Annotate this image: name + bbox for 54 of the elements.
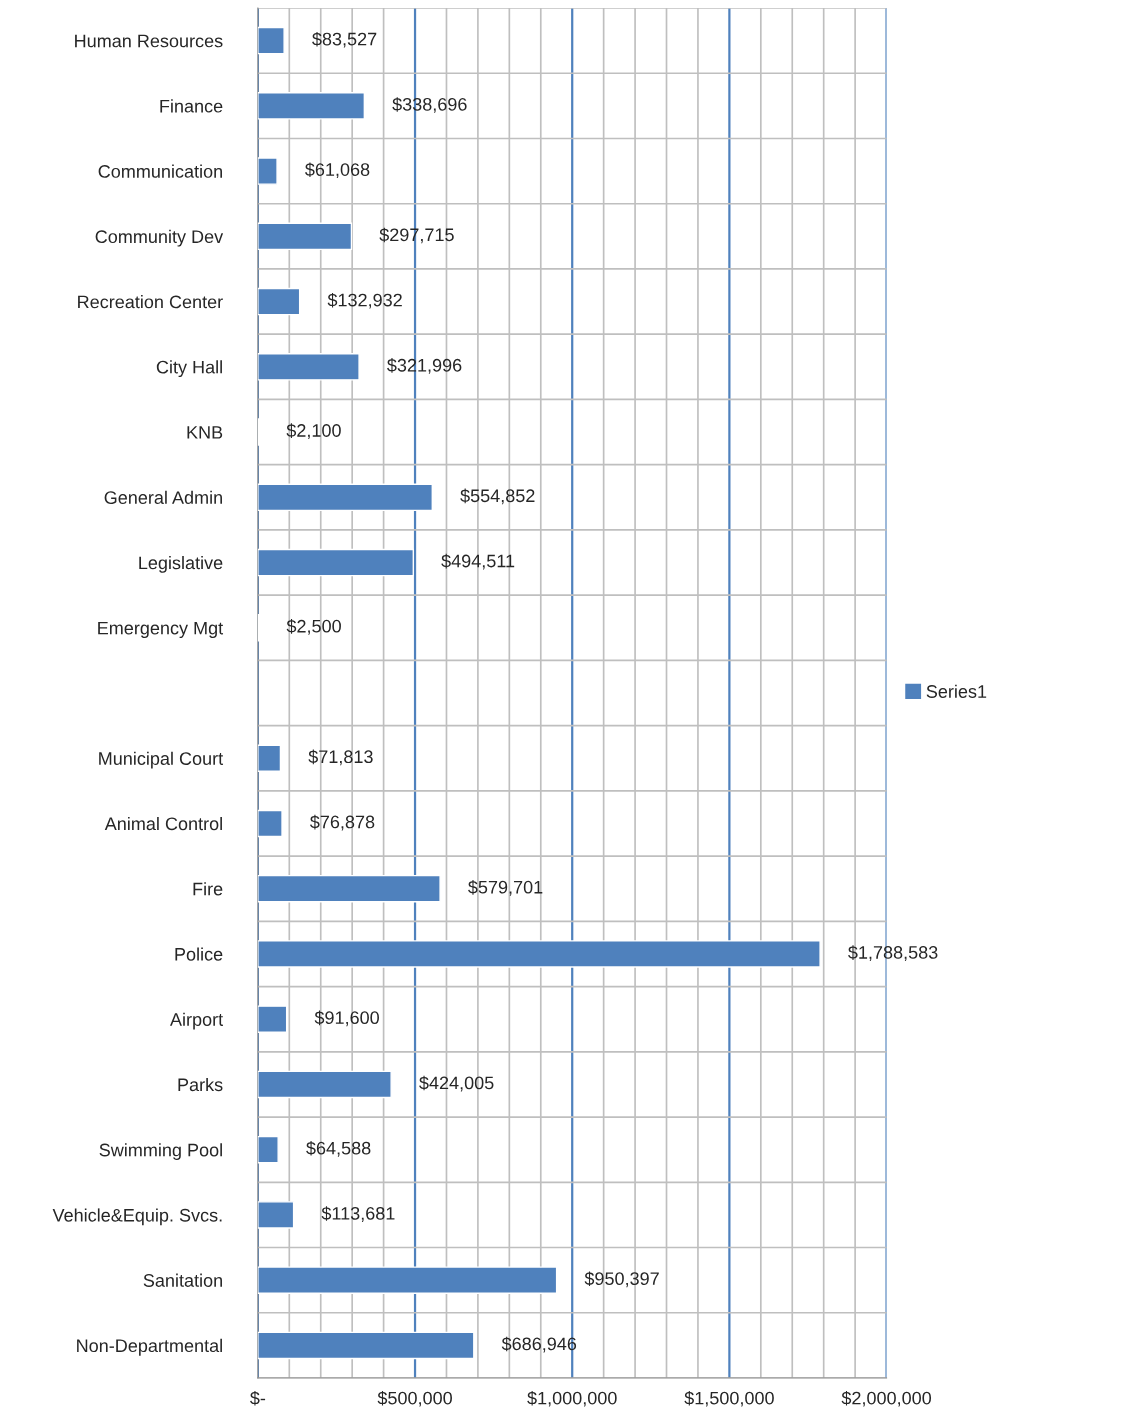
y-tick-label: Police xyxy=(175,947,223,961)
y-tick-label: Recreation Center xyxy=(78,295,223,309)
y-tick-label: Parks xyxy=(178,1077,223,1092)
y-tick-label: Animal Control xyxy=(104,816,222,831)
y-tick-label: Vehicle&Equip. Svcs. xyxy=(52,1208,222,1226)
data-label: $113,681 xyxy=(321,1206,395,1222)
bar xyxy=(257,26,285,55)
y-tick-label: Swimming Pool xyxy=(99,1143,222,1160)
bar xyxy=(257,1201,295,1229)
y-tick-label: City Hall xyxy=(156,360,222,378)
bar xyxy=(257,222,353,251)
x-tick-label: $1,500,000 xyxy=(684,1390,774,1407)
data-label: $2,500 xyxy=(286,619,341,635)
data-label: $76,878 xyxy=(310,814,375,831)
bar xyxy=(257,92,366,120)
legend-label: Series1 xyxy=(926,684,987,698)
y-tick-label: KNB xyxy=(187,426,223,439)
y-tick-label: Community Dev xyxy=(95,229,224,247)
bar xyxy=(257,1135,279,1164)
y-tick-label: Emergency Mgt xyxy=(98,621,224,639)
x-tick-label: $- xyxy=(250,1390,266,1406)
bar xyxy=(257,809,283,838)
y-tick-label: Legislative xyxy=(139,555,223,573)
data-label: $494,511 xyxy=(441,553,515,570)
data-label: $2,100 xyxy=(286,423,341,440)
data-label: $71,813 xyxy=(308,749,373,766)
data-label: $554,852 xyxy=(460,488,535,505)
y-tick-label: Finance xyxy=(160,99,223,113)
bar xyxy=(257,157,278,185)
x-tick-label: $1,000,000 xyxy=(527,1390,617,1407)
bar xyxy=(257,287,301,316)
bar xyxy=(257,744,282,772)
y-tick-label: Non-Departmental xyxy=(77,1338,222,1356)
bar xyxy=(257,1005,288,1033)
data-label: $950,397 xyxy=(584,1271,659,1288)
x-tick-label: $2,000,000 xyxy=(841,1390,932,1407)
bar xyxy=(257,353,360,381)
y-tick-label: General Admin xyxy=(104,490,222,505)
y-tick-label: Human Resources xyxy=(75,34,223,48)
y-tick-label: Fire xyxy=(193,882,223,896)
y-tick-label: Airport xyxy=(170,1012,224,1030)
data-label: $1,788,583 xyxy=(848,945,938,961)
data-label: $83,527 xyxy=(312,31,377,48)
data-label: $579,701 xyxy=(468,880,543,896)
data-label: $61,068 xyxy=(305,162,370,179)
data-label: $91,600 xyxy=(314,1010,379,1027)
y-tick-label: Communication xyxy=(98,164,222,178)
data-label: $64,588 xyxy=(306,1140,371,1157)
y-tick-label: Municipal Court xyxy=(99,751,224,769)
y-tick-label: Sanitation xyxy=(143,1273,222,1287)
bar xyxy=(257,1070,392,1099)
x-tick-label: $500,000 xyxy=(377,1390,452,1407)
data-label: $132,932 xyxy=(327,292,402,309)
data-label: $424,005 xyxy=(419,1075,494,1092)
